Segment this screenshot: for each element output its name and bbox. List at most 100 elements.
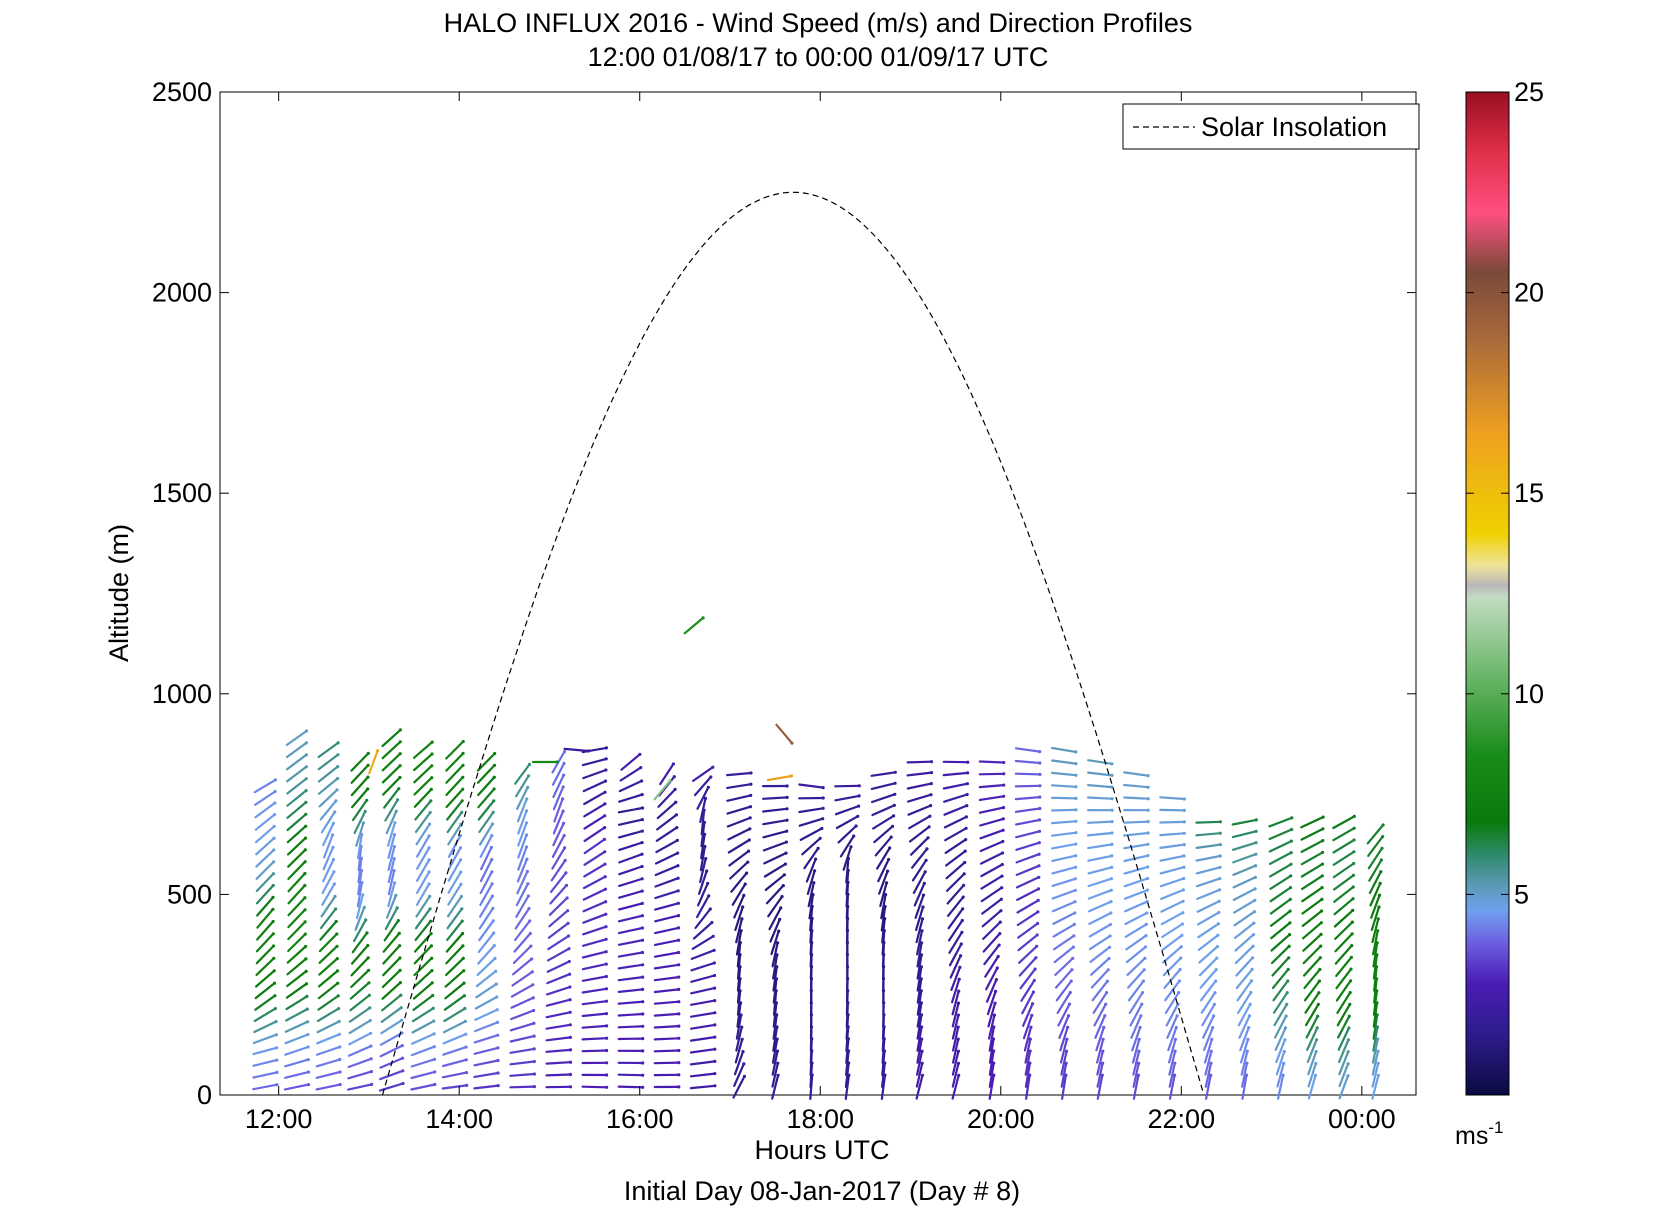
wind-barb-head — [1379, 870, 1383, 874]
wind-barb — [733, 1050, 745, 1076]
wind-barb — [944, 849, 967, 867]
wind-barb — [1300, 827, 1325, 841]
wind-barb — [413, 944, 433, 965]
wind-barb-head — [820, 826, 824, 831]
wind-barb-head — [1247, 1014, 1252, 1018]
wind-barb — [1057, 1002, 1071, 1027]
wind-barb — [1239, 1038, 1250, 1064]
wind-barb-head — [401, 1081, 405, 1086]
wind-barb-head — [563, 846, 567, 850]
wind-barb-head — [677, 938, 681, 942]
wind-barb-head — [1174, 1025, 1178, 1030]
wind-barb-head — [782, 873, 787, 877]
wind-barb — [412, 994, 434, 1012]
wind-barb-head — [271, 883, 275, 888]
wind-barb — [1022, 1014, 1033, 1040]
wind-barb-head — [492, 787, 496, 791]
wind-barb — [1130, 1014, 1143, 1039]
wind-barb — [988, 1025, 995, 1052]
wind-barb-head — [366, 763, 370, 767]
wind-barb — [1301, 909, 1323, 928]
wind-barb-head — [1283, 1026, 1288, 1030]
wind-barb-head — [965, 792, 969, 797]
wind-barb — [1335, 979, 1352, 1002]
wind-barb-head — [605, 1048, 609, 1053]
wind-barb — [381, 969, 402, 989]
wind-barb — [653, 1049, 680, 1053]
wind-barb — [412, 740, 434, 759]
wind-barb — [1088, 923, 1112, 938]
wind-barb — [318, 788, 339, 808]
wind-barb-head — [740, 917, 744, 921]
wind-barb-head — [775, 1037, 779, 1041]
wind-barb — [1302, 933, 1323, 952]
wind-barb — [380, 1006, 403, 1023]
wind-barb — [1371, 1062, 1380, 1088]
wind-barb — [510, 996, 535, 1009]
wind-barb-head — [1182, 865, 1186, 869]
wind-barb-head — [1002, 794, 1006, 798]
wind-barb-head — [462, 969, 466, 973]
wind-barb-head — [640, 901, 644, 906]
wind-barb-head — [1031, 1002, 1035, 1006]
wind-barb-head — [495, 1020, 500, 1024]
wind-barb-head — [956, 1001, 961, 1005]
wind-barb — [834, 794, 861, 802]
wind-barb — [381, 740, 402, 760]
wind-barb — [474, 1021, 499, 1033]
wind-barb-head — [960, 918, 964, 923]
wind-barb — [1269, 898, 1292, 915]
wind-barb — [381, 764, 402, 784]
wind-barb-head — [490, 894, 494, 898]
wind-barb — [545, 998, 572, 1007]
wind-barb — [617, 1025, 644, 1029]
wind-barb — [416, 870, 431, 894]
wind-barb-head — [527, 774, 531, 778]
wind-barb — [617, 975, 644, 982]
wind-barb — [320, 810, 336, 834]
wind-barb — [319, 907, 337, 930]
wind-barb — [770, 929, 780, 956]
wind-barb — [545, 1048, 572, 1053]
wind-barb-head — [1212, 1002, 1216, 1007]
wind-barb — [1015, 830, 1041, 839]
wind-barb-head — [929, 793, 933, 797]
wind-barb — [517, 809, 528, 835]
wind-barb — [947, 919, 964, 942]
wind-barb-head — [1181, 911, 1185, 915]
wind-barb — [1124, 911, 1148, 926]
wind-barb-head — [958, 965, 962, 970]
wind-barb-head — [525, 869, 530, 874]
wind-barb-head — [561, 797, 565, 801]
wind-barb-head — [306, 1020, 310, 1024]
wind-barb — [476, 764, 496, 784]
wind-barb-head — [271, 872, 275, 876]
wind-barb — [1051, 900, 1077, 913]
wind-barb — [1195, 854, 1222, 862]
wind-barb — [1016, 887, 1040, 902]
wind-barb — [699, 857, 707, 884]
wind-barb — [689, 1048, 716, 1054]
wind-barb-head — [1074, 750, 1078, 754]
wind-barb — [1060, 1073, 1068, 1100]
wind-barb-head — [1146, 808, 1150, 812]
wind-barb — [656, 801, 677, 820]
wind-barb — [443, 994, 466, 1011]
wind-barb-head — [1217, 899, 1221, 903]
wind-barb-head — [963, 849, 967, 853]
wind-barb-head — [1000, 874, 1004, 878]
wind-barb-head — [565, 896, 569, 900]
wind-barb-head — [1209, 1049, 1213, 1053]
wind-barb-head — [1110, 808, 1114, 812]
wind-barb-head — [920, 1037, 924, 1041]
wind-barb — [347, 1057, 373, 1069]
wind-barb-head — [335, 944, 339, 948]
wind-barb — [1272, 991, 1289, 1014]
wind-barb-head — [1179, 956, 1183, 960]
wind-barb-head — [713, 986, 717, 990]
wind-barb — [659, 762, 675, 786]
wind-barb-head — [337, 1019, 341, 1024]
wind-barb-head — [1109, 877, 1114, 881]
wind-barb-head — [1251, 956, 1255, 960]
wind-barb-head — [526, 785, 530, 790]
